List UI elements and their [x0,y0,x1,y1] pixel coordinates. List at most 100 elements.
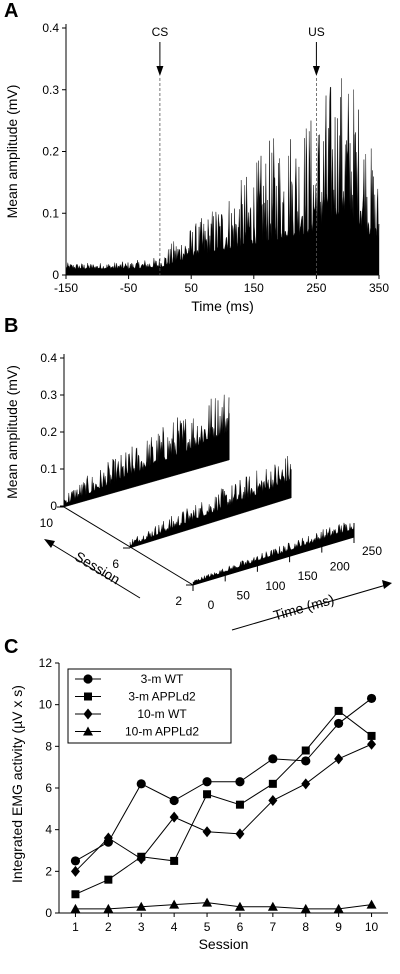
data-point [202,777,212,787]
data-point [267,901,278,911]
y-tick-label-a: 0 [52,268,59,282]
data-point [71,890,80,899]
x-tick-label-c: 2 [105,920,112,934]
y-tick-label-c: 12 [39,656,53,670]
x-tick-label-c: 5 [204,920,211,934]
data-point [367,738,377,750]
data-point [169,899,180,909]
data-point [235,800,244,809]
time-tick-label-b: 100 [265,579,285,593]
data-point [334,718,344,729]
data-point [300,903,311,913]
data-point [334,706,343,715]
x-tick-label-a: 50 [185,281,199,295]
y-tick-label-c: 4 [45,823,52,837]
time-arrow-head [382,580,392,589]
y-axis-label-a: Mean amplitude (mV) [4,85,20,219]
data-point [70,903,81,913]
emg-trace-a [65,78,380,276]
annotation-arrow-head [156,66,164,76]
series-line [75,698,372,862]
x-tick-label-a: -50 [120,281,138,295]
legend-label: 10-m APPLd2 [125,725,199,739]
y-tick-label-a: 0.4 [42,21,59,35]
session-tick-label-b: 6 [112,557,119,571]
y-tick-label-b: 0.4 [40,351,57,365]
data-point [70,865,80,877]
time-tick-label-b: 250 [362,544,382,558]
data-point [136,901,147,911]
time-axis-b [192,536,355,586]
y-tick-label-a: 0.1 [42,206,59,220]
session-axis-b [63,506,194,586]
data-point [367,731,376,740]
x-tick-label-c: 7 [270,920,277,934]
y-tick-label-b: 0.2 [40,425,57,439]
data-point [203,790,212,799]
series-diamond [70,738,377,877]
y-tick-label-c: 8 [45,739,52,753]
data-point [103,832,113,844]
y-tick-label-b: 0 [50,499,57,513]
x-tick-label-a: 250 [306,281,326,295]
time-tick-label-b: 0 [208,598,215,612]
data-point [333,903,344,913]
data-point [301,746,310,755]
trace-session-6 [129,456,292,549]
legend-marker [83,674,93,684]
legend-marker [83,708,93,720]
session-arrow-head [44,539,55,548]
data-point [235,828,245,840]
chart-a: 0 0.1 0.2 0.3 0.4 -150 -50 50 150 250 350 Time (ms)… [4,21,389,314]
data-point [268,754,278,764]
panel-letter-b: B [4,315,19,337]
trace-session-2 [192,522,355,586]
panel-letter-c: C [4,636,19,658]
y-tick-label-a: 0.3 [42,83,59,97]
series-line [75,902,372,910]
annotation-arrow-head [312,66,320,76]
data-point [136,779,146,789]
y-tick-label-b: 0.3 [40,388,57,402]
annotation-cs: CS [152,25,169,39]
legend-label: 10-m WT [137,707,187,721]
x-tick-label-a: 350 [369,281,389,295]
y-axis-label-c: Integrated EMG activity (µV x s) [9,685,25,883]
x-axis-label-c: Session [199,936,249,952]
series-triangle [70,897,377,913]
data-point [170,856,179,865]
data-point [301,778,311,790]
y-tick-label-c: 10 [39,698,53,712]
panel-letter-a: A [4,0,19,22]
legend-marker [83,726,93,736]
x-tick-label-a: -150 [54,281,78,295]
x-tick-label-c: 6 [237,920,244,934]
data-point [70,856,81,866]
data-point [104,875,113,884]
series-line [75,710,372,895]
y-axis-label-b: Mean amplitude (mV) [4,365,20,499]
y-tick-label-c: 2 [45,864,52,878]
data-point [169,795,179,806]
session-tick-label-b: 10 [40,516,54,530]
data-point [136,853,146,865]
series-circle [70,693,377,866]
data-point [234,901,245,911]
data-point [235,777,245,787]
legend-label: 3-m APPLd2 [128,690,196,704]
x-tick-label-a: 150 [244,281,264,295]
x-tick-label-c: 10 [365,920,379,934]
data-point [301,756,311,766]
data-point [202,826,212,838]
legend-marker [84,692,92,701]
session-tick-label-b: 2 [175,594,182,608]
data-point [268,779,277,788]
data-point [202,897,213,907]
y-tick-label-c: 0 [45,906,52,920]
legend-label: 3-m WT [141,672,184,686]
time-tick-label-b: 150 [298,569,318,583]
x-axis-label-a: Time (ms) [191,298,253,314]
trace-session-10 [63,394,230,508]
y-tick-label-c: 6 [45,781,52,795]
x-tick-label-c: 8 [302,920,309,934]
